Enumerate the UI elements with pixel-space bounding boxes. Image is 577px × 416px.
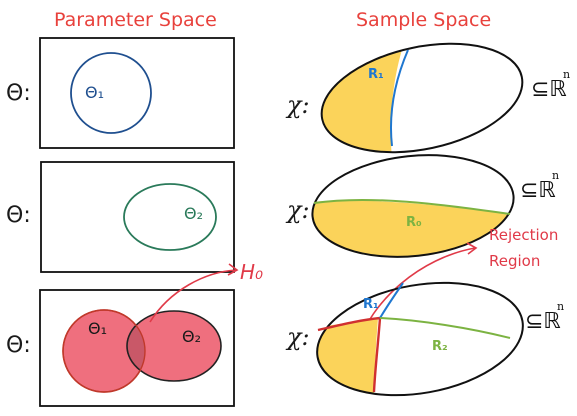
chi-label-1: χ: [285, 91, 310, 119]
theta-label-1: Θ: [6, 81, 31, 106]
chi-label-2: χ: [285, 196, 310, 224]
space-sup-3: n [557, 300, 564, 313]
rejection-label-line1: Rejection [489, 226, 558, 244]
parameter-box-3 [39, 289, 235, 407]
theta1-label-3: Θ₁ [88, 319, 107, 338]
theta1-outline [62, 309, 146, 393]
r1-label: R₁ [368, 67, 384, 82]
parameter-box-2 [40, 161, 235, 273]
theta2-label-3: Θ₂ [182, 327, 201, 346]
r1-boundary-3 [379, 282, 404, 319]
r2-label: R₂ [432, 339, 448, 354]
sample-ellipse-2 [311, 154, 515, 258]
r2-boundary [379, 317, 511, 339]
chi-label-3: χ: [285, 323, 310, 351]
sample-space-title: Sample Space [356, 9, 491, 31]
theta1-label: Θ₁ [85, 83, 104, 102]
space-sup-2: n [552, 169, 559, 182]
r1-label-3: R₁ [363, 297, 379, 312]
parameter-box-1 [39, 37, 235, 149]
theta2-set [123, 183, 217, 251]
space-subset-3: ⊆ℝ [525, 309, 561, 334]
theta2-outline [126, 310, 222, 382]
r1-boundary [389, 49, 409, 147]
r1-region-fill [311, 40, 405, 160]
r0-label: R₀ [406, 215, 422, 230]
rejection-label-line2: Region [489, 252, 540, 270]
rejection-boundary [317, 316, 382, 393]
sample-ellipse-3 [316, 281, 524, 397]
theta-label-3: Θ: [6, 333, 31, 358]
theta1-set [70, 52, 152, 134]
theta2-label: Θ₂ [184, 204, 203, 223]
sample-ellipse-1 [320, 42, 524, 154]
h0-arrowhead [227, 263, 239, 276]
space-sup-1: n [563, 68, 570, 81]
rejection-region-fill [308, 318, 378, 410]
theta2-filled-set [127, 311, 221, 381]
space-subset-1: ⊆ℝ [531, 77, 567, 102]
r0-boundary [313, 198, 511, 215]
space-subset-2: ⊆ℝ [520, 178, 556, 203]
rejection-arrowhead [466, 242, 478, 255]
h0-arrow [149, 269, 237, 323]
theta-label-2: Θ: [6, 203, 31, 228]
h0-label: H₀ [240, 260, 263, 284]
parameter-space-title: Parameter Space [54, 9, 217, 31]
